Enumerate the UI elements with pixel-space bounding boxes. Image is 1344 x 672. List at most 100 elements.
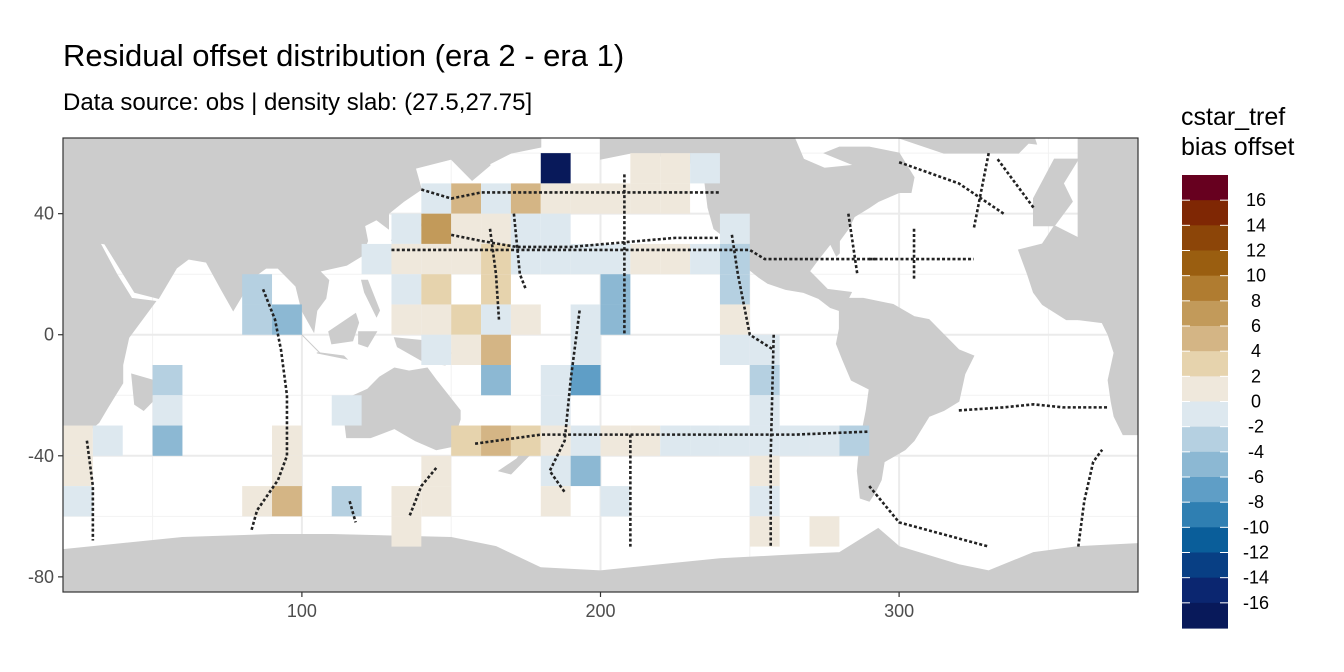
observation-track	[958, 403, 1109, 412]
legend-label: -2	[1248, 417, 1264, 437]
observation-track	[249, 288, 289, 532]
heatmap-cell	[481, 243, 511, 275]
heatmap-cell	[391, 243, 422, 275]
heatmap-cell	[391, 304, 422, 335]
land-polygon	[898, 138, 1035, 154]
land-polygon	[360, 279, 381, 318]
heatmap-cell	[540, 486, 571, 517]
observation-tracks	[85, 152, 1109, 548]
legend-label: -16	[1243, 593, 1269, 613]
heatmap-cell	[600, 304, 631, 335]
land-polygon	[358, 331, 378, 348]
heatmap-cell	[749, 334, 780, 365]
heatmap-cell	[570, 334, 601, 365]
heatmap-cell	[481, 183, 511, 214]
legend-swatch	[1182, 426, 1228, 453]
legend-swatch	[1182, 300, 1228, 327]
legend-swatch	[1182, 175, 1228, 201]
observation-track	[730, 234, 775, 351]
heatmap-cell	[690, 243, 720, 275]
heatmap-cell	[391, 486, 422, 517]
y-tick-label: -80	[28, 567, 54, 587]
legend-swatch	[1182, 275, 1228, 302]
heatmap-cell	[809, 425, 840, 456]
heatmap-cell	[481, 334, 511, 365]
heatmap-cell	[481, 213, 511, 244]
y-tick-label: 40	[34, 204, 54, 224]
observation-track	[391, 248, 876, 261]
heatmap-cell	[421, 334, 452, 365]
observation-track	[1076, 448, 1104, 547]
chart-title: Residual offset distribution (era 2 - er…	[63, 38, 625, 73]
heatmap-cell	[510, 304, 541, 335]
heatmap-cell	[242, 486, 273, 517]
legend-swatch	[1182, 250, 1228, 277]
heatmap-cell	[391, 274, 422, 305]
heatmap-cell	[690, 153, 720, 184]
heatmap-cell	[63, 455, 93, 487]
chart-subtitle: Data source: obs | density slab: (27.5,2…	[63, 89, 533, 116]
heatmap-cell	[570, 304, 601, 335]
heatmap-cell	[331, 395, 362, 426]
legend-swatch	[1182, 351, 1228, 377]
heatmap-cell	[92, 425, 123, 456]
legend-label: -4	[1248, 442, 1264, 462]
heatmap-cell	[272, 486, 302, 517]
legend-label: 4	[1251, 341, 1261, 361]
land-polygon	[1077, 237, 1138, 436]
heatmap-cell	[630, 243, 661, 275]
land-polygon	[1032, 158, 1080, 227]
land-polygon	[600, 138, 915, 312]
legend-swatch	[1182, 477, 1228, 503]
observation-track	[548, 310, 581, 493]
legend-title-line-1: cstar_tref	[1181, 103, 1286, 131]
heatmap-cell	[630, 183, 661, 214]
heatmap-cell	[272, 425, 302, 456]
heatmap-cell	[630, 425, 661, 456]
legend-label: -10	[1243, 517, 1269, 537]
legend-label: 14	[1246, 215, 1266, 235]
heatmap-cell	[570, 243, 601, 275]
observation-track	[450, 233, 720, 249]
heatmap-cell	[600, 183, 631, 214]
legend-label: -12	[1243, 543, 1269, 563]
heatmap-cell	[749, 395, 780, 426]
heatmap-cell	[510, 425, 541, 456]
heatmap-cell	[510, 243, 541, 275]
heatmap-cell	[749, 365, 780, 396]
legend-label: 12	[1246, 241, 1266, 261]
land-polygon	[316, 352, 349, 360]
land-polygon	[328, 312, 360, 345]
x-tick-label: 200	[585, 601, 615, 621]
heatmap-cell	[331, 486, 362, 517]
heatmap-cell	[570, 425, 601, 456]
heatmap-cell	[451, 243, 482, 275]
heatmap-cell	[391, 213, 422, 244]
heatmap-cell	[660, 243, 691, 275]
legend-swatch	[1182, 326, 1228, 352]
land-layer	[63, 138, 1138, 592]
observation-track	[898, 160, 1005, 215]
legend-title: cstar_tref bias offset	[1181, 102, 1295, 162]
heatmap-cell	[570, 365, 601, 396]
heatmap-cell	[809, 516, 840, 547]
heatmap-cell	[361, 243, 392, 275]
land-polygon	[1077, 138, 1138, 239]
legend-swatch	[1182, 577, 1228, 604]
heatmap-cells	[63, 153, 870, 547]
x-tick-label: 100	[287, 601, 317, 621]
heatmap-cell	[451, 213, 482, 244]
heatmap-cell	[630, 153, 661, 184]
heatmap-cell	[391, 516, 422, 547]
heatmap-cell	[451, 425, 482, 456]
land-polygon	[63, 138, 541, 334]
heatmap-cell	[272, 455, 302, 487]
heatmap-cell	[600, 486, 631, 517]
heatmap-cell	[540, 183, 571, 214]
legend-label: 6	[1251, 316, 1261, 336]
legend-swatch	[1182, 225, 1228, 252]
heatmap-cell	[481, 365, 511, 396]
heatmap-cell	[242, 304, 273, 335]
